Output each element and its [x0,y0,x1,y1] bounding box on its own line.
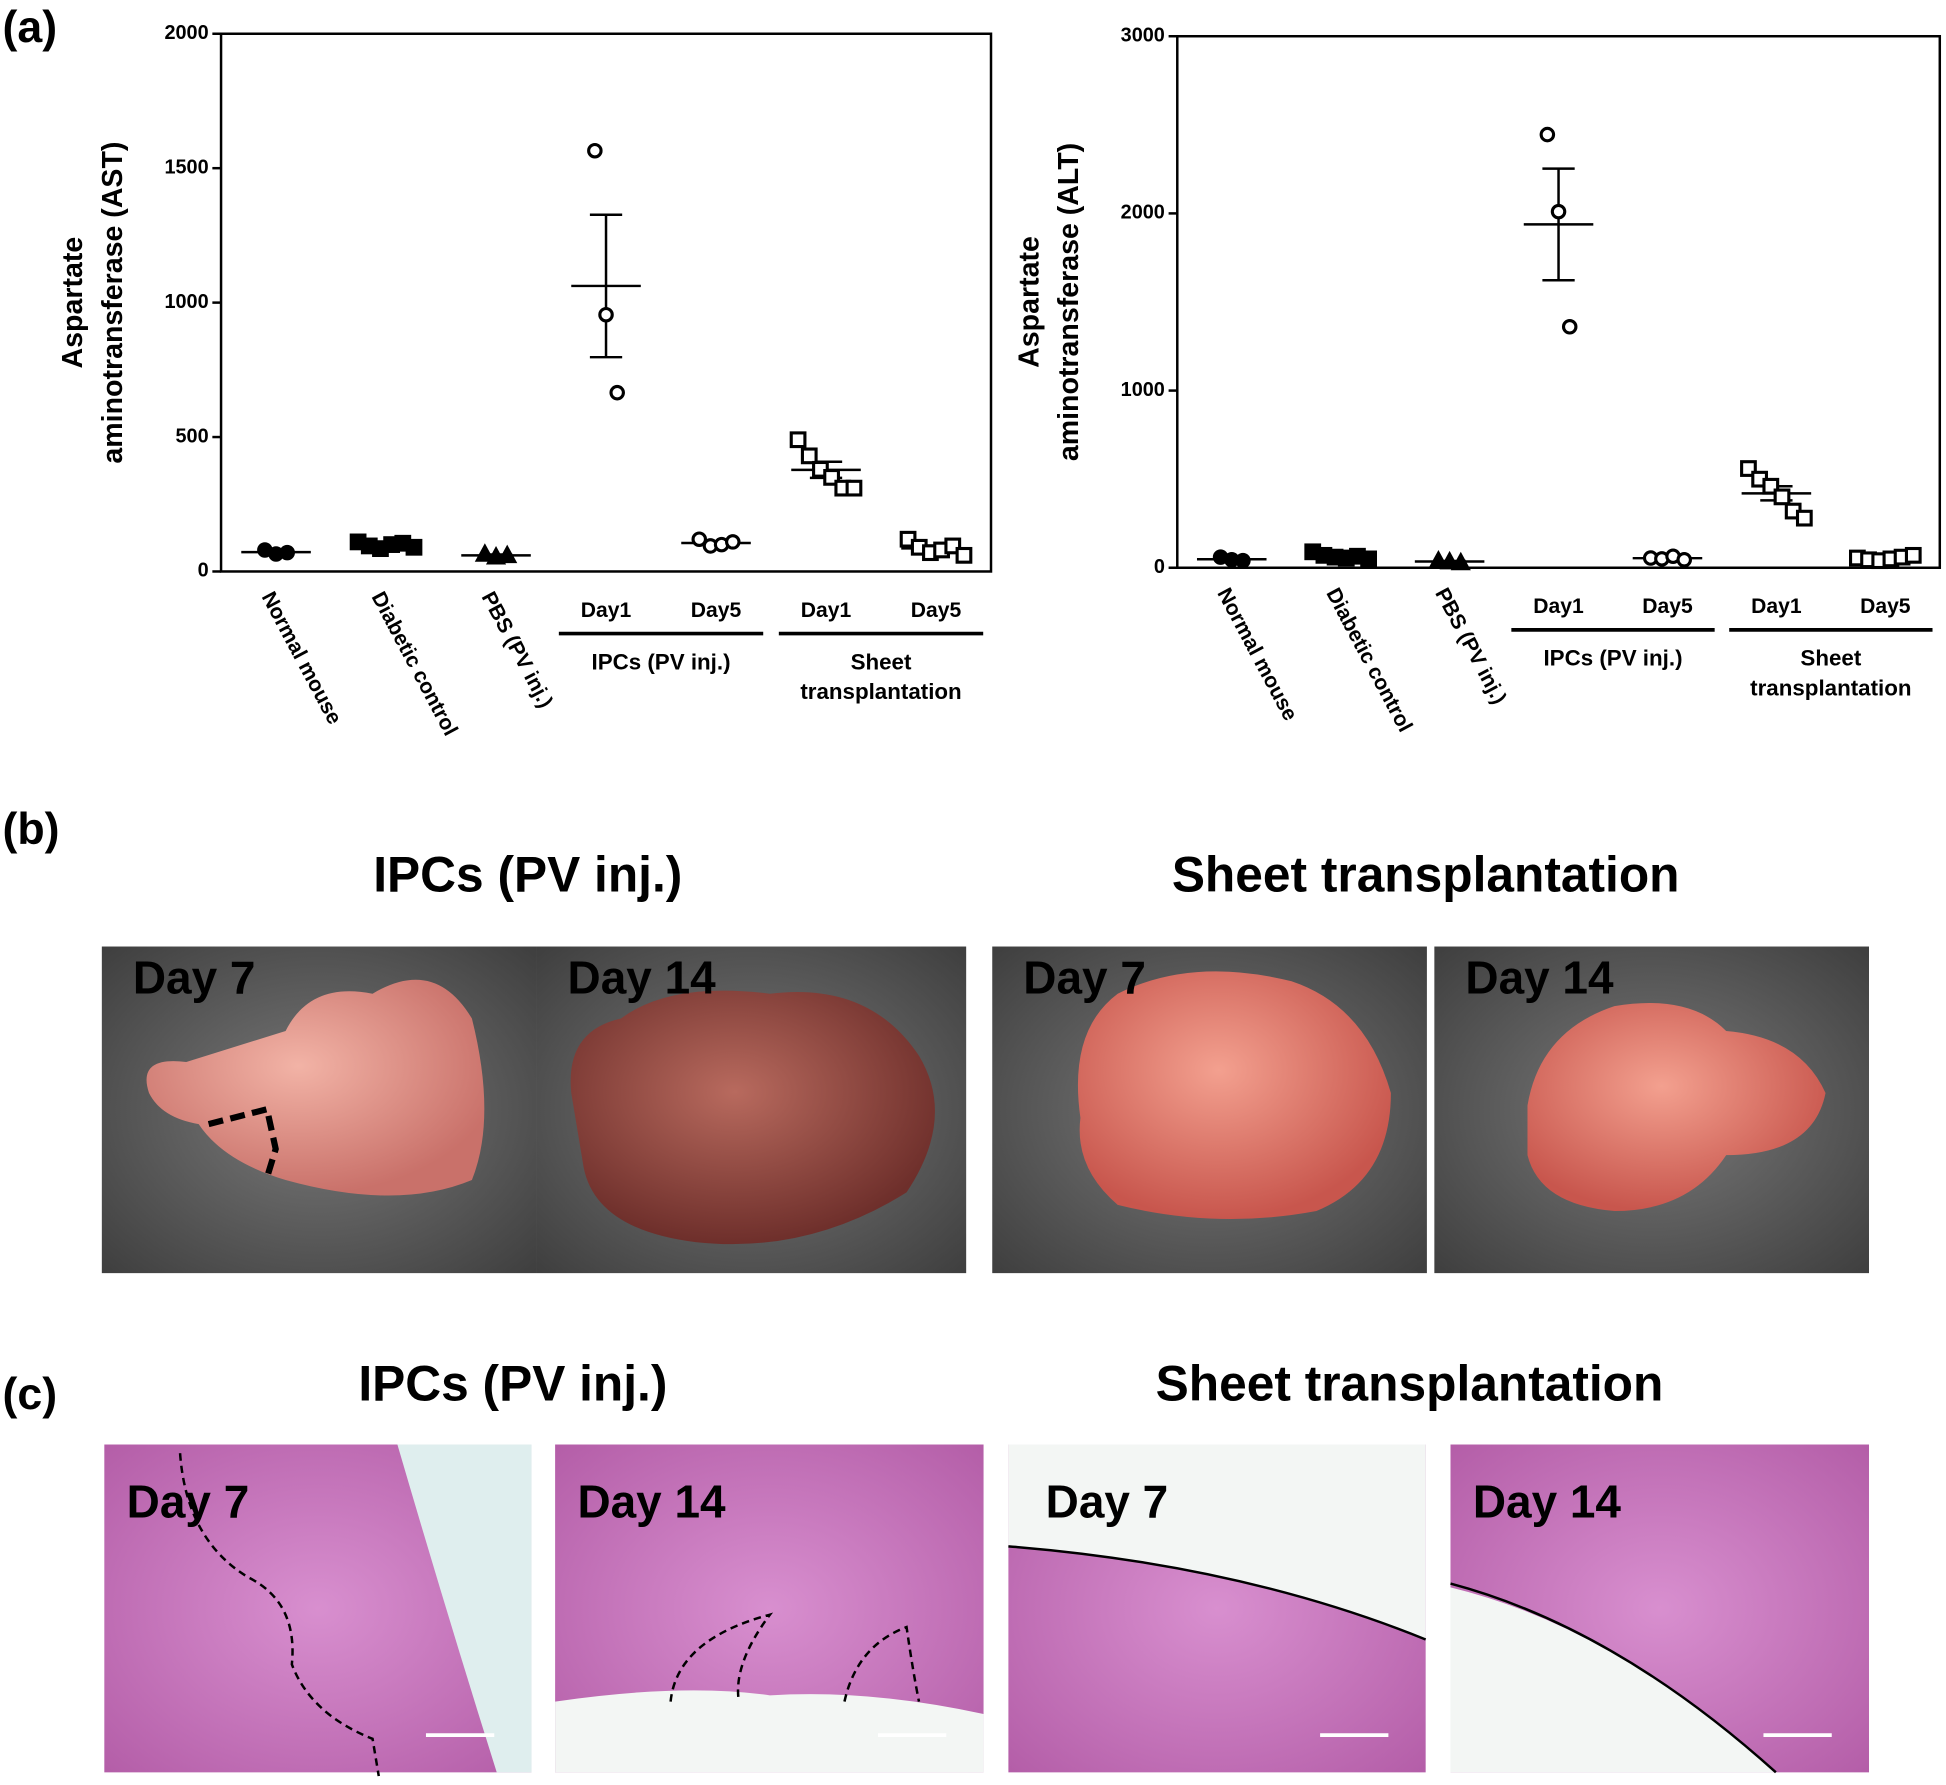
boundary [1008,1545,1427,1641]
micrograph-label: Day 7 [127,1476,250,1528]
y-tick-label: 500 [175,425,208,447]
organ [1077,971,1391,1220]
y-axis-label: Aspartate [57,237,89,369]
organ [146,979,485,1196]
data-point [1360,550,1378,568]
y-tick-label: 0 [198,560,209,582]
photo-label: Day 14 [1465,951,1614,1003]
photo-label: Day 7 [1023,951,1146,1003]
background [1450,1587,1776,1773]
data-point [800,447,818,465]
group-label: Sheet [851,649,912,674]
data-point [845,479,863,497]
data-point [1450,551,1471,571]
data-point [1904,546,1922,564]
section-title: IPCs (PV inj.) [373,846,682,902]
background [555,1690,984,1773]
x-tick-label: Day5 [1642,595,1693,618]
y-axis-label: aminotransferase (AST) [97,142,129,464]
data-point [1428,549,1449,569]
y-axis-label: Aspartate [1013,236,1045,368]
x-tick-label: Diabetic control [367,588,462,740]
organ [1527,1003,1826,1212]
micrograph-label: Day 7 [1046,1476,1169,1528]
background [397,1444,532,1773]
y-tick-label: 1000 [1121,379,1165,401]
data-point [1561,319,1578,335]
micrograph-label: Day 14 [1473,1476,1622,1528]
data-point [691,531,708,547]
y-axis-label: aminotransferase (ALT) [1053,143,1085,461]
boundary [669,1612,921,1702]
y-tick-label: 2000 [164,22,208,44]
y-tick-label: 1500 [164,156,208,178]
group-label: transplantation [1750,675,1911,700]
error-bar [1542,167,1575,282]
photo-label: Day 14 [568,951,717,1003]
background [1008,1444,1426,1640]
data-point [725,534,741,550]
x-tick-label: Day5 [691,599,742,622]
panel-label: (a) [2,3,57,52]
section-title: Sheet transplantation [1172,846,1680,902]
x-tick-label: Day1 [801,599,852,622]
data-point [497,544,518,564]
data-point [609,384,625,401]
data-point [1550,203,1567,220]
panel-label: (c) [2,1370,57,1419]
organ [570,990,935,1245]
x-tick-label: Day5 [1860,595,1911,618]
x-tick-label: PBS (PV inj.) [477,588,557,712]
data-point [1539,126,1556,143]
data-point [279,544,295,561]
data-point [1439,550,1460,570]
data-point [955,546,973,564]
data-point [474,543,495,562]
group-label: transplantation [800,679,961,704]
data-point [1773,488,1791,506]
y-tick-label: 2000 [1121,202,1165,224]
group-label: IPCs (PV inj.) [1543,646,1682,671]
outline [207,1105,279,1179]
boundary [1450,1582,1777,1774]
x-tick-label: Day5 [911,599,962,622]
data-point [789,431,807,449]
panel-label: (b) [2,805,59,854]
data-point [598,306,614,323]
section-title: Sheet transplantation [1156,1356,1664,1412]
y-tick-label: 1000 [164,291,208,313]
x-tick-label: Normal mouse [257,588,346,728]
x-tick-label: Day1 [1751,595,1802,618]
photo-label: Day 7 [133,951,256,1003]
data-point [587,142,603,159]
x-tick-label: Normal mouse [1212,584,1301,724]
data-point [1795,509,1813,527]
plot-frame [1176,34,1942,569]
x-tick-label: Day1 [1533,595,1584,618]
y-tick-label: 0 [1154,556,1165,578]
section-title: IPCs (PV inj.) [358,1356,667,1412]
data-point [1235,552,1251,569]
error-bar [589,213,623,359]
x-tick-label: Day1 [581,599,632,622]
x-tick-label: Diabetic control [1321,584,1416,736]
y-tick-label: 3000 [1121,24,1165,46]
group-label: Sheet [1800,646,1861,671]
data-point [405,538,423,556]
micrograph-label: Day 14 [577,1476,726,1528]
group-label: IPCs (PV inj.) [591,649,730,674]
boundary [178,1453,380,1777]
data-point [1676,552,1692,568]
x-tick-label: PBS (PV inj.) [1430,584,1510,708]
